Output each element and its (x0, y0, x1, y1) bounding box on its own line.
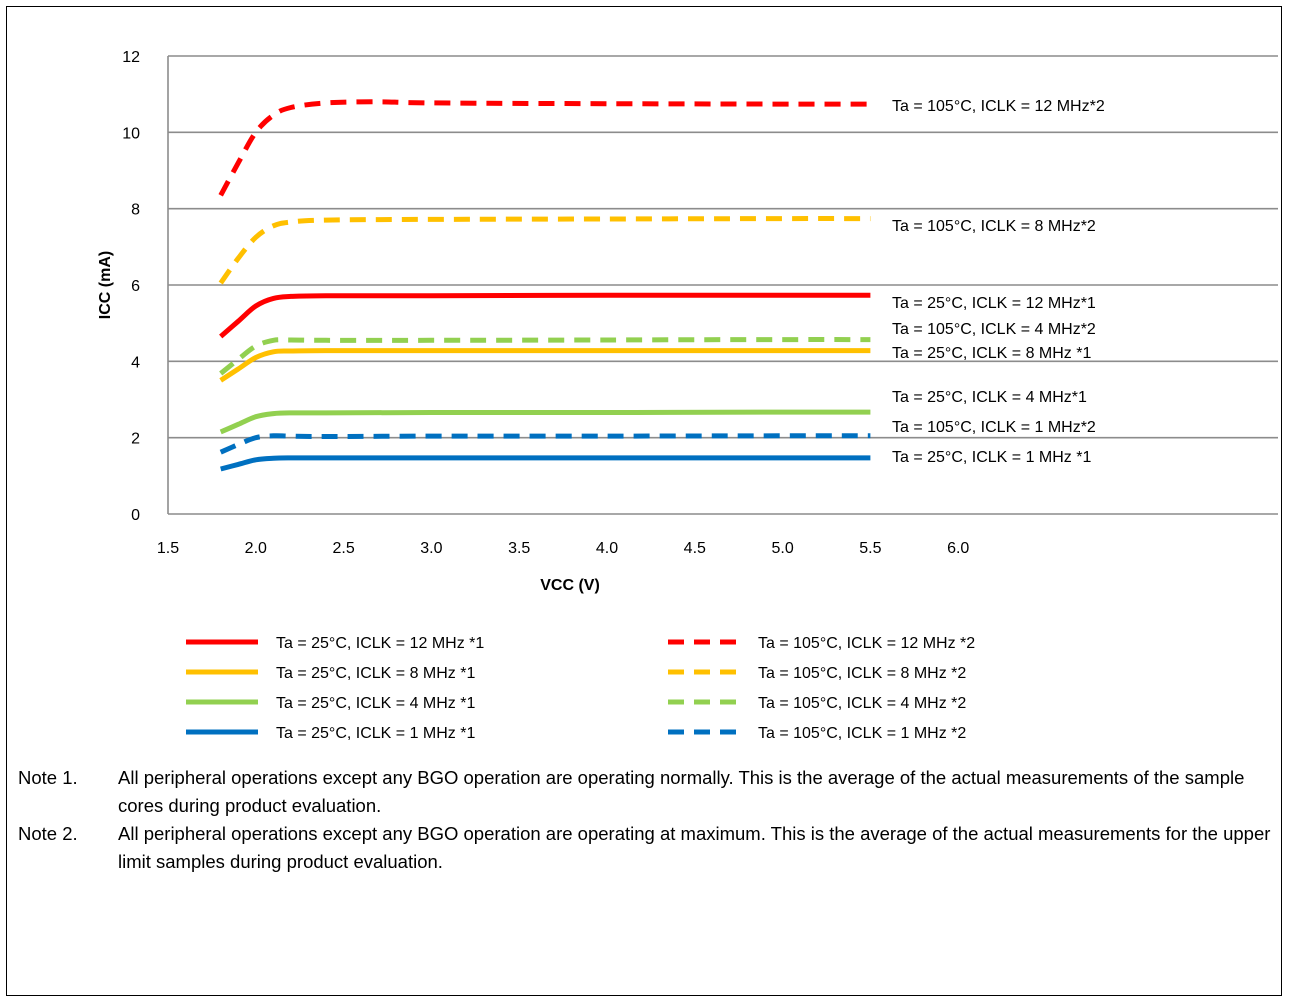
series-annotation: Ta = 105°C, ICLK = 4 MHz*2 (892, 321, 1096, 338)
y-axis-title: ICC (mA) (97, 251, 114, 319)
legend-label-7: Ta = 105°C, ICLK = 1 MHz *2 (758, 725, 966, 742)
series-annotation: Ta = 25°C, ICLK = 12 MHz*1 (892, 295, 1096, 312)
series-annotation: Ta = 25°C, ICLK = 4 MHz*1 (892, 389, 1087, 406)
x-tick-label: 4.5 (684, 540, 706, 557)
y-tick-label: 10 (122, 125, 140, 142)
line-chart: 0 2 4 6 8 10 12 1.5 2.0 2.5 3.0 3.5 4.0 4.5 5.0 5.5 6.0 V… (97, 49, 1278, 742)
series-line-6 (219, 337, 871, 376)
x-tick-label: 6.0 (947, 540, 969, 557)
x-tick-label: 1.5 (157, 540, 179, 557)
series-line-0 (219, 292, 871, 339)
y-tick-label: 4 (131, 354, 140, 371)
grid-lines (168, 55, 1278, 515)
x-tick-label: 5.0 (771, 540, 793, 557)
x-tick-label: 3.5 (508, 540, 530, 557)
legend-label-0: Ta = 25°C, ICLK = 12 MHz *1 (276, 635, 484, 652)
series-annotations: Ta = 105°C, ICLK = 12 MHz*2 Ta = 105°C, I… (892, 98, 1105, 466)
series-line-5 (218, 216, 871, 285)
legend-label-2: Ta = 25°C, ICLK = 4 MHz *1 (276, 695, 475, 712)
legend: Ta = 25°C, ICLK = 12 MHz *1 Ta = 25°C, IC… (186, 635, 975, 742)
y-tick-label: 2 (131, 431, 140, 448)
x-axis-title: VCC (V) (540, 577, 600, 594)
series-line-1 (219, 348, 871, 383)
x-tick-label: 2.0 (245, 540, 267, 557)
x-tick-label: 4.0 (596, 540, 618, 557)
legend-label-1: Ta = 25°C, ICLK = 8 MHz *1 (276, 665, 475, 682)
series-annotation: Ta = 105°C, ICLK = 8 MHz*2 (892, 218, 1096, 235)
note-1: Note 1. All peripheral operations except… (18, 764, 1278, 820)
note-2-text: All peripheral operations except any BGO… (118, 823, 1271, 872)
series-annotation: Ta = 105°C, ICLK = 1 MHz*2 (892, 419, 1096, 436)
legend-label-6: Ta = 105°C, ICLK = 4 MHz *2 (758, 695, 966, 712)
axes: 0 2 4 6 8 10 12 1.5 2.0 2.5 3.0 3.5 4.0 4.5 5.0 5.5 6.0 V… (97, 49, 969, 594)
series-line-3 (220, 455, 871, 472)
note-1-text: All peripheral operations except any BGO… (118, 767, 1245, 816)
series-line-4 (218, 99, 871, 197)
y-tick-label: 12 (122, 49, 140, 66)
series-annotation: Ta = 25°C, ICLK = 1 MHz *1 (892, 449, 1091, 466)
y-tick-label: 0 (131, 507, 140, 524)
series-annotation: Ta = 105°C, ICLK = 12 MHz*2 (892, 98, 1105, 115)
note-1-label: Note 1. (18, 767, 78, 788)
x-tick-label: 3.0 (420, 540, 442, 557)
x-tick-label: 2.5 (332, 540, 354, 557)
series-line-2 (219, 409, 871, 435)
notes: Note 1. All peripheral operations except… (18, 764, 1278, 876)
series-line-7 (219, 433, 871, 455)
y-tick-label: 6 (131, 278, 140, 295)
legend-label-5: Ta = 105°C, ICLK = 8 MHz *2 (758, 665, 966, 682)
legend-label-3: Ta = 25°C, ICLK = 1 MHz *1 (276, 725, 475, 742)
note-2-label: Note 2. (18, 823, 78, 844)
x-tick-label: 5.5 (859, 540, 881, 557)
legend-label-4: Ta = 105°C, ICLK = 12 MHz *2 (758, 635, 975, 652)
y-tick-label: 8 (131, 202, 140, 219)
series-lines (218, 99, 871, 472)
note-2: Note 2. All peripheral operations except… (18, 820, 1278, 876)
series-annotation: Ta = 25°C, ICLK = 8 MHz *1 (892, 345, 1091, 362)
